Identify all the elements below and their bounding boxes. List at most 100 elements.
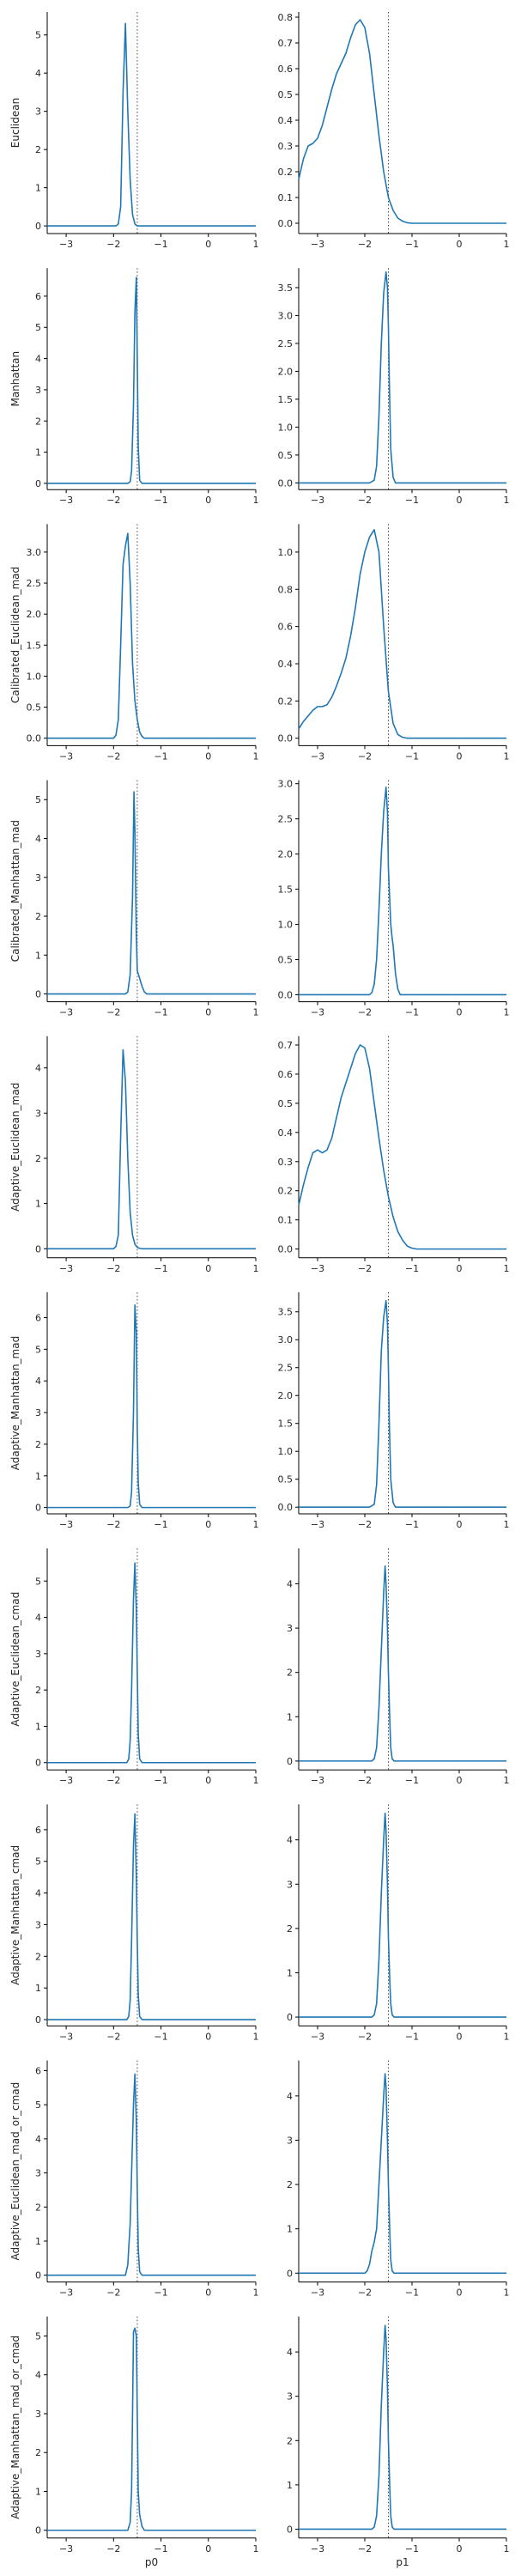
subplot-panel: −3 −2 −1 0 1 0 1 2 3 4 (287, 1804, 510, 2042)
y-tick-label: 5 (35, 30, 41, 41)
x-tick-label: −2 (358, 2543, 372, 2555)
row-ylabel: Manhattan (9, 351, 21, 407)
x-tick-label: 0 (457, 1775, 463, 1786)
x-tick-label: −3 (59, 239, 73, 250)
x-tick-label: −3 (59, 1775, 73, 1786)
y-tick-label: 5 (35, 1576, 41, 1587)
y-tick-label: 2.0 (278, 849, 294, 860)
x-tick-label: −1 (154, 750, 167, 762)
subplot-panel: −3 −2 −1 0 1 0.0 0.1 0.2 0.3 0.4 0.5 0.6 0.7 0.8 (278, 12, 510, 250)
y-tick-label: 0.0 (278, 477, 294, 489)
x-tick-label: −2 (106, 2543, 120, 2555)
x-tick-label: 1 (504, 1519, 510, 1530)
subplot-panel: −3 −2 −1 0 1 0 1 2 3 4 (287, 2060, 510, 2299)
x-tick-label: −1 (154, 2287, 167, 2299)
row-ylabel: Calibrated_Euclidean_mad (9, 567, 21, 703)
y-tick-label: 3 (35, 1407, 41, 1419)
x-tick-label: −2 (106, 1519, 120, 1530)
y-tick-label: 6 (35, 291, 41, 302)
y-tick-label: 4 (35, 68, 41, 79)
density-curve (299, 1565, 506, 1762)
density-curve (298, 529, 506, 739)
y-tick-label: 0.0 (278, 733, 294, 744)
y-tick-label: 0 (287, 1756, 293, 1767)
density-curve (47, 1562, 256, 1764)
y-tick-label: 4 (287, 2091, 293, 2102)
y-tick-label: 1.0 (278, 422, 294, 433)
y-tick-label: 1 (35, 1983, 41, 1994)
density-curve (299, 270, 506, 484)
subplot-panel: −3 −2 −1 0 1 0 1 2 3 4 5 6 (35, 1292, 259, 1530)
x-tick-label: −2 (358, 239, 372, 250)
y-tick-label: 0 (35, 2525, 41, 2537)
x-tick-label: −2 (358, 1775, 372, 1786)
y-tick-label: 3 (35, 385, 41, 396)
x-tick-label: −3 (59, 750, 73, 762)
y-tick-label: 0 (35, 478, 41, 489)
y-tick-label: 0 (35, 1758, 41, 1769)
x-tick-label: −3 (311, 239, 324, 250)
density-curve (47, 791, 256, 995)
y-tick-label: 4 (35, 1376, 41, 1387)
x-tick-label: −3 (59, 2287, 73, 2299)
y-tick-label: 0 (35, 221, 41, 232)
y-tick-label: 3 (35, 1919, 41, 1930)
x-tick-label: −1 (154, 1263, 167, 1274)
y-tick-label: 3 (35, 2168, 41, 2179)
x-tick-label: −2 (358, 495, 372, 506)
y-tick-label: 0.5 (278, 954, 294, 965)
y-tick-label: 5 (35, 2330, 41, 2342)
y-tick-label: 0 (35, 989, 41, 1000)
x-tick-label: −1 (405, 1263, 419, 1274)
x-tick-label: −1 (154, 495, 167, 506)
y-tick-label: 0.4 (278, 1127, 294, 1139)
x-tick-label: −3 (311, 1519, 324, 1530)
x-tick-label: 0 (457, 495, 463, 506)
y-tick-label: 4 (35, 354, 41, 365)
x-tick-label: 0 (205, 1775, 211, 1786)
y-tick-label: 4 (287, 1578, 293, 1589)
row-ylabel: Adaptive_Manhattan_cmad (9, 1845, 21, 1985)
x-tick-label: −3 (311, 2287, 324, 2299)
row-ylabel: Adaptive_Manhattan_mad_or_cmad (9, 2336, 21, 2519)
density-curve (298, 1044, 506, 1250)
x-tick-label: −2 (358, 1263, 372, 1274)
y-tick-label: 3 (287, 2391, 293, 2403)
y-tick-label: 4 (35, 1888, 41, 1899)
subplot-panel: −3 −2 −1 0 1 0.0 0.5 1.0 1.5 2.0 2.5 3.0 3.5 (278, 1292, 510, 1530)
y-tick-label: 0.0 (278, 1244, 294, 1255)
y-tick-label: 1.5 (278, 1419, 294, 1430)
x-tick-label: 1 (253, 1263, 259, 1274)
x-tick-label: 1 (504, 750, 510, 762)
y-tick-label: 6 (35, 1825, 41, 1836)
x-tick-label: 1 (253, 2287, 259, 2299)
y-tick-label: 0.8 (278, 584, 294, 595)
x-tick-label: −3 (59, 1007, 73, 1018)
x-tick-label: 0 (457, 2287, 463, 2299)
x-tick-label: −1 (405, 1007, 419, 1018)
y-tick-label: 2 (35, 416, 41, 427)
subplot-panel: −3 −2 −1 0 1 0 1 2 3 4 5 (35, 12, 259, 250)
x-tick-label: 1 (504, 2031, 510, 2042)
x-tick-label: 0 (457, 1007, 463, 1018)
x-tick-label: 1 (253, 495, 259, 506)
y-tick-label: 6 (35, 2066, 41, 2077)
x-tick-label: 1 (504, 495, 510, 506)
x-tick-label: 0 (205, 2031, 211, 2042)
y-tick-label: 2 (35, 1685, 41, 1696)
y-tick-label: 4 (35, 2370, 41, 2381)
x-tick-label: −1 (154, 1519, 167, 1530)
density-curve (299, 786, 506, 996)
subplot-panel: −3 −2 −1 0 1 0 1 2 3 4 5 (35, 1548, 259, 1786)
y-tick-label: 5 (35, 1344, 41, 1355)
x-tick-label: −3 (59, 2031, 73, 2042)
y-tick-label: 3.0 (27, 547, 42, 558)
y-tick-label: 1 (287, 2224, 293, 2235)
y-tick-label: 5 (35, 2099, 41, 2111)
y-tick-label: 2.5 (278, 814, 294, 825)
y-tick-label: 2 (35, 2447, 41, 2458)
x-tick-label: −3 (59, 495, 73, 506)
x-tick-label: −2 (106, 239, 120, 250)
y-tick-label: 3 (35, 2409, 41, 2420)
y-tick-label: 2.0 (278, 366, 294, 377)
